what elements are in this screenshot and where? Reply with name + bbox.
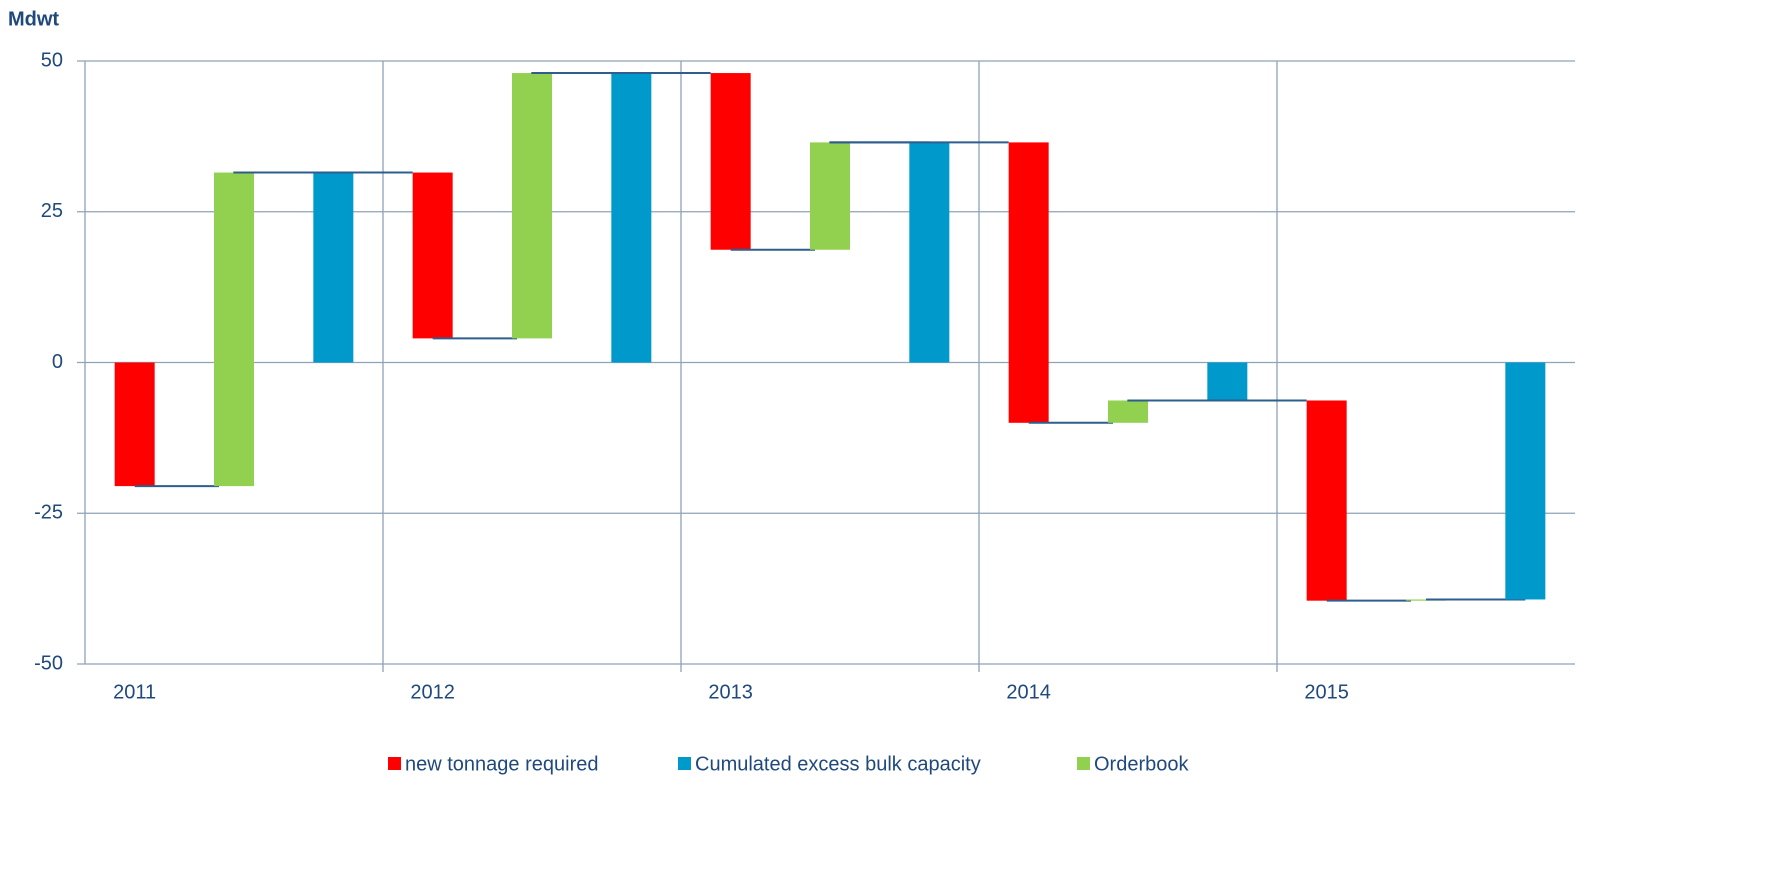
legend-label: new tonnage required — [405, 753, 598, 775]
bar — [810, 142, 850, 250]
bar — [909, 142, 950, 363]
bar — [214, 172, 254, 487]
bar — [313, 172, 354, 363]
legend-swatch — [1077, 757, 1090, 770]
legend-swatch — [388, 757, 401, 770]
bar — [114, 362, 155, 487]
y-axis-label: Mdwt — [8, 8, 59, 30]
bar — [412, 172, 453, 339]
legend-label: Cumulated excess bulk capacity — [695, 753, 981, 775]
bar — [1505, 362, 1546, 600]
bar — [1306, 400, 1347, 601]
y-tick-label: -25 — [34, 502, 63, 524]
bar — [1108, 400, 1148, 423]
legend-swatch — [678, 757, 691, 770]
y-tick-label: 50 — [41, 49, 63, 71]
x-tick-label: 2011 — [113, 681, 156, 703]
bar — [512, 73, 552, 339]
y-tick-label: 0 — [52, 351, 63, 373]
y-tick-label: -50 — [34, 652, 63, 674]
x-tick-label: 2015 — [1304, 681, 1349, 703]
legend-label: Orderbook — [1094, 753, 1189, 775]
y-tick-label: 25 — [41, 200, 63, 222]
bar — [1207, 362, 1248, 401]
bar — [1008, 142, 1049, 423]
x-tick-label: 2012 — [410, 681, 455, 703]
bar — [611, 73, 652, 363]
x-tick-label: 2014 — [1006, 681, 1051, 703]
x-tick-label: 2013 — [708, 681, 753, 703]
bar — [710, 73, 751, 250]
